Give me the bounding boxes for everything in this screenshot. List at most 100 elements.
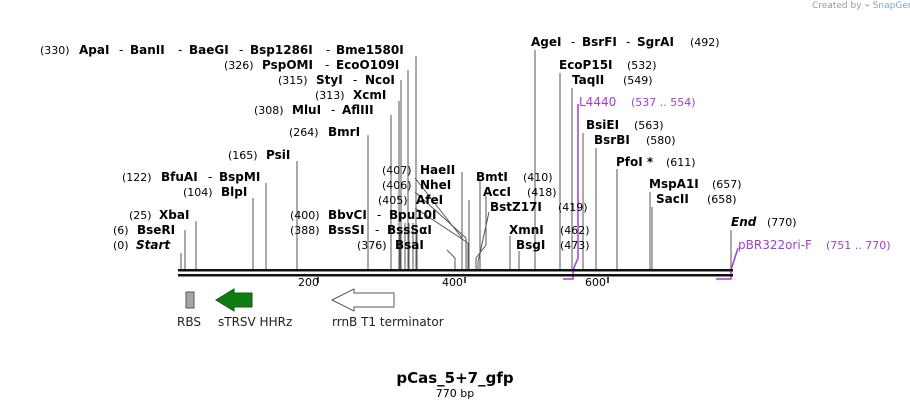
enzyme-label[interactable]: BsrBI [594, 133, 630, 147]
features: RBS sTRSV HHRz rrnB T1 terminator [177, 288, 444, 329]
enzyme-label[interactable]: ApaI [79, 43, 109, 57]
site-position-label: (658) [707, 193, 737, 206]
enzyme-label[interactable]: NheI [420, 178, 451, 192]
site-position-label: (0) [113, 239, 129, 252]
site-line [446, 249, 456, 259]
feature-rbs-box[interactable] [185, 291, 195, 309]
enzyme-label[interactable]: HaeII [420, 163, 455, 177]
enzyme-label[interactable]: BfuAI [161, 170, 198, 184]
enzyme-label[interactable]: AccI [483, 185, 511, 199]
enzyme-label[interactable]: PspOMI [262, 58, 313, 72]
site-position-label: (532) [627, 59, 657, 72]
label-separator: - [208, 170, 212, 184]
primer-l4440-mark [563, 104, 579, 280]
label-separator: - [626, 35, 630, 49]
primer-label-l4440[interactable]: L4440 [579, 95, 616, 109]
enzyme-label[interactable]: XcmI [353, 88, 386, 102]
site-position-label: (563) [634, 119, 664, 132]
site-position-label: (315) [278, 74, 308, 87]
enzyme-label[interactable]: BaeGI [189, 43, 229, 57]
credit-brand: SnapGene [872, 1, 910, 11]
enzyme-label[interactable]: BsgI [516, 238, 545, 252]
plasmid-length: 770 bp [436, 387, 474, 400]
site-position-label: (611) [666, 156, 696, 169]
site-position-label: (406) [382, 179, 412, 192]
enzyme-label[interactable]: BsaI [395, 238, 424, 252]
enzyme-label[interactable]: BmrI [328, 125, 360, 139]
enzyme-label[interactable]: BsiEI [586, 118, 619, 132]
enzyme-label[interactable]: TaqII [572, 73, 604, 87]
feature-label-strsv-hhrz: sTRSV HHRz [218, 315, 292, 329]
site-position-label: (580) [646, 134, 676, 147]
site-position-label: (376) [357, 239, 387, 252]
enzyme-label[interactable]: StyI [316, 73, 343, 87]
enzyme-label[interactable]: EcoO109I [336, 58, 399, 72]
enzyme-label[interactable]: BseRI [137, 223, 175, 237]
site-position-label: (657) [712, 178, 742, 191]
site-position-label: (473) [560, 239, 590, 252]
site-position-label: (407) [382, 164, 412, 177]
enzyme-label[interactable]: BlpI [221, 185, 247, 199]
site-position-label: (410) [523, 171, 553, 184]
enzyme-label[interactable]: MluI [292, 103, 321, 117]
enzyme-label[interactable]: EcoP15I [559, 58, 613, 72]
enzyme-label[interactable]: AflIII [342, 103, 374, 117]
primer-range-l4440: (537 .. 554) [631, 96, 696, 109]
backbone-bottom-strand [178, 274, 733, 277]
enzyme-label[interactable]: Bpu10I [389, 208, 436, 222]
enzyme-label[interactable]: Bme1580I [336, 43, 404, 57]
enzyme-label[interactable]: BssSαI [387, 223, 432, 237]
site-position-label: (165) [228, 149, 258, 162]
site-position-label: (104) [183, 186, 213, 199]
snapgene-credit: Created by ⌁ SnapGene [812, 1, 910, 11]
ruler: 200 400 600 [298, 276, 609, 289]
site-line [414, 191, 467, 239]
label-separator: - [325, 58, 329, 72]
enzyme-label[interactable]: SacII [656, 192, 689, 206]
enzyme-label[interactable]: BmtI [476, 170, 508, 184]
ruler-label-600: 600 [585, 276, 606, 289]
site-position-label: (418) [527, 186, 557, 199]
primer-label-pbr322ori-f[interactable]: pBR322ori-F [738, 238, 812, 252]
plasmid-title: pCas_5+7_gfp [396, 369, 514, 387]
feature-label-rrnb-t1-terminator: rrnB T1 terminator [332, 315, 444, 329]
site-position-label: (400) [290, 209, 320, 222]
enzyme-label[interactable]: BbvCI [328, 208, 367, 222]
label-separator: - [353, 73, 357, 87]
site-position-label: (492) [690, 36, 720, 49]
label-separator: - [375, 223, 379, 237]
end-label[interactable]: End [731, 215, 757, 229]
site-position-label: (264) [289, 126, 319, 139]
enzyme-label[interactable]: SgrAI [637, 35, 674, 49]
site-line [475, 244, 487, 259]
enzyme-label[interactable]: XbaI [159, 208, 189, 222]
enzyme-label[interactable]: AgeI [531, 35, 561, 49]
feature-strsv-hhrz-arrow[interactable] [215, 288, 253, 312]
enzyme-label[interactable]: AfeI [416, 193, 443, 207]
label-separator: - [377, 208, 381, 222]
start-label[interactable]: Start [136, 238, 171, 252]
feature-rrnb-t1-terminator-arrow[interactable] [330, 288, 395, 312]
enzyme-label[interactable]: BspMI [219, 170, 260, 184]
enzyme-label[interactable]: BssSI [328, 223, 365, 237]
enzyme-label[interactable]: PfoI * [616, 155, 654, 169]
enzyme-label[interactable]: PsiI [266, 148, 290, 162]
enzyme-label[interactable]: XmnI [509, 223, 544, 237]
label-separator: - [331, 103, 335, 117]
label-separator: - [178, 43, 182, 57]
site-position-label: (770) [767, 216, 797, 229]
enzyme-label[interactable]: NcoI [365, 73, 395, 87]
enzyme-label[interactable]: BsrFI [582, 35, 617, 49]
credit-text: Created by [812, 1, 862, 11]
site-position-label: (388) [290, 224, 320, 237]
label-separator: - [119, 43, 123, 57]
site-position-label: (330) [40, 44, 70, 57]
enzyme-label[interactable]: BanII [130, 43, 165, 57]
enzyme-label[interactable]: BstZ17I [490, 200, 542, 214]
site-labels: (330) ApaI - BanII - BaeGI - Bsp1286I - … [40, 35, 891, 252]
site-position-label: (313) [315, 89, 345, 102]
enzyme-label[interactable]: MspA1I [649, 177, 699, 191]
dna-backbone [178, 269, 733, 277]
enzyme-label[interactable]: Bsp1286I [250, 43, 313, 57]
